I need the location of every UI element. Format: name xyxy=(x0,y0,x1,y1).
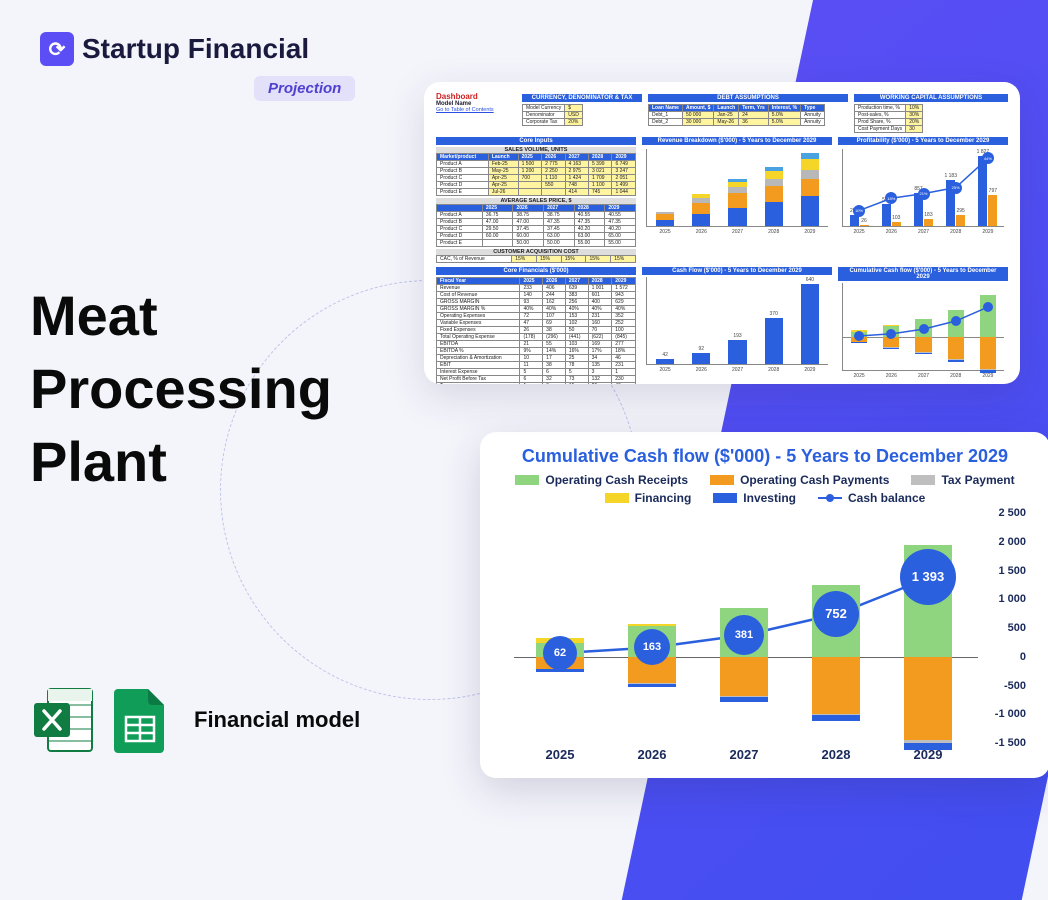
headline-line-3: Plant xyxy=(30,426,332,499)
db-currency-table: Model Currency$DenominatorUSDCorporate T… xyxy=(522,104,583,126)
logo-brand: Startup Financial xyxy=(82,35,309,63)
cashflow-legend-item: Operating Cash Receipts xyxy=(515,473,688,487)
db-avgprice-table: 20252026202720282029Product A36.7538.753… xyxy=(436,204,636,247)
cashflow-point: 752 xyxy=(813,591,859,637)
financial-model-label: Financial model xyxy=(194,707,360,733)
logo-sublabel: Projection xyxy=(254,76,355,101)
db-cumcf-header: Cumulative Cash flow ($'000) - 5 Years t… xyxy=(838,267,1008,281)
cashflow-legend-item: Operating Cash Payments xyxy=(710,473,889,487)
cashflow-legend-item: Cash balance xyxy=(818,491,925,505)
db-corefin-table: Fiscal Year20252026202720282029Revenue23… xyxy=(436,277,636,384)
cashflow-point: 1 393 xyxy=(900,549,956,605)
dashboard-panel: Dashboard Model Name Go to Table of Cont… xyxy=(424,82,1020,384)
cashflow-legend-item: Investing xyxy=(713,491,796,505)
headline-line-2: Processing xyxy=(30,353,332,426)
db-wc-header: WORKING CAPITAL ASSUMPTIONS xyxy=(854,94,1008,102)
dashboard-toc-link[interactable]: Go to Table of Contents xyxy=(436,107,516,113)
dashboard-title: Dashboard xyxy=(436,92,516,101)
db-currency-header: CURRENCY, DENOMINATOR & TAX xyxy=(522,94,642,102)
logo-block: ⟳ Startup Financial xyxy=(40,32,309,66)
cashflow-panel: Cumulative Cash flow ($'000) - 5 Years t… xyxy=(480,432,1048,778)
logo-icon: ⟳ xyxy=(40,32,74,66)
cashflow-point: 381 xyxy=(724,615,764,655)
cashflow-legend: Operating Cash Receipts Operating Cash Pa… xyxy=(502,473,1028,505)
db-debt-table: Loan NameAmount, $LaunchTerm, YrsInteres… xyxy=(648,104,825,126)
db-corefin-header: Core Financials ($'000) xyxy=(436,267,636,275)
cashflow-legend-item: Financing xyxy=(605,491,692,505)
cashflow-point: 62 xyxy=(543,636,577,670)
cashflow-point: 163 xyxy=(634,629,670,665)
db-revbreak-chart: 20252026202720282029 xyxy=(646,149,828,227)
excel-icon xyxy=(34,685,96,755)
db-revbreak-header: Revenue Breakdown ($'000) - 5 Years to D… xyxy=(642,137,832,145)
db-cac-table: CAC, % of Revenue15%15%15%15%15% xyxy=(436,255,636,263)
cashflow-xaxis: 20252026202720282029 xyxy=(514,747,978,767)
sheets-icon xyxy=(110,685,172,755)
bottom-icons: Financial model xyxy=(34,685,360,755)
db-profit-chart: 292262025571103202685718320271 183295202… xyxy=(842,149,1004,227)
cashflow-legend-item: Tax Payment xyxy=(911,473,1014,487)
headline-line-1: Meat xyxy=(30,280,332,353)
db-cumcf-chart: 20252026202720282029 xyxy=(842,283,1004,371)
db-debt-header: DEBT ASSUMPTIONS xyxy=(648,94,848,102)
db-salesvol-table: Market/productLaunch20252026202720282029… xyxy=(436,153,636,196)
cashflow-title: Cumulative Cash flow ($'000) - 5 Years t… xyxy=(502,446,1028,467)
headline: Meat Processing Plant xyxy=(30,280,332,498)
db-cashflow-header: Cash Flow ($'000) - 5 Years to December … xyxy=(642,267,832,275)
db-profit-header: Profitability ($'000) - 5 Years to Decem… xyxy=(838,137,1008,145)
db-cashflow-chart: 422025922026193202737020286402029 xyxy=(646,277,828,365)
cashflow-chart: -1 500-1 000-50005001 0001 5002 0002 500… xyxy=(514,513,978,743)
db-wc-table: Production time, %10%Post-sales, %30%Pro… xyxy=(854,104,923,133)
db-coreinputs-header: Core Inputs xyxy=(436,137,636,145)
logo-sublabel-wrap: Projection xyxy=(254,70,355,101)
